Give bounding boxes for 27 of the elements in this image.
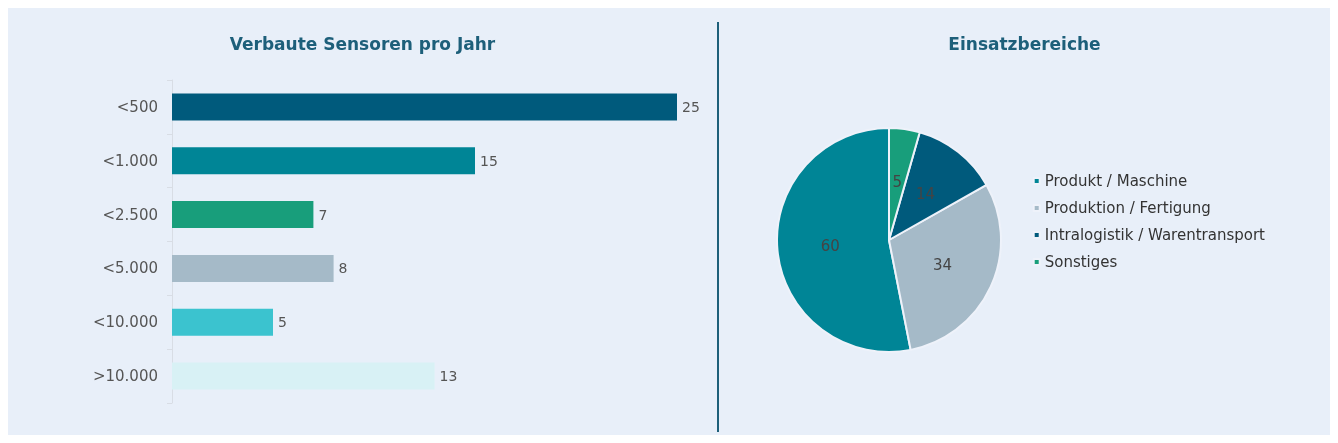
data-label: 34 [933, 255, 953, 274]
y-tick-label: <10.000 [92, 313, 158, 332]
data-label: 5 [892, 172, 902, 191]
data-label: 7 [318, 206, 328, 223]
y-tick-label: <500 [116, 97, 158, 116]
y-tick-label: <2.500 [102, 205, 158, 224]
legend-label: Produktion / Fertigung [1044, 199, 1211, 217]
data-label: 25 [682, 98, 700, 115]
chart-title: Verbaute Sensoren pro Jahr [229, 33, 496, 54]
data-label: 8 [338, 260, 348, 277]
bar [172, 254, 334, 282]
bar [172, 93, 677, 121]
data-label: 13 [439, 368, 458, 385]
y-tick-label: <5.000 [102, 259, 158, 278]
legend-label: Sonstiges [1044, 253, 1118, 271]
legend-label: Produkt / Maschine [1044, 172, 1188, 190]
data-label: 15 [480, 152, 498, 169]
bar [172, 147, 475, 175]
bar [172, 201, 314, 229]
data-label: 5 [278, 314, 287, 331]
y-tick-label: >10.000 [92, 367, 158, 386]
data-label: 14 [915, 184, 936, 203]
bar [172, 308, 273, 336]
legend-label: Intralogistik / Warentransport [1044, 226, 1266, 244]
data-label: 60 [820, 236, 840, 255]
chart-title: Einsatzbereiche [948, 33, 1101, 54]
y-tick-label: <1.000 [102, 151, 158, 170]
